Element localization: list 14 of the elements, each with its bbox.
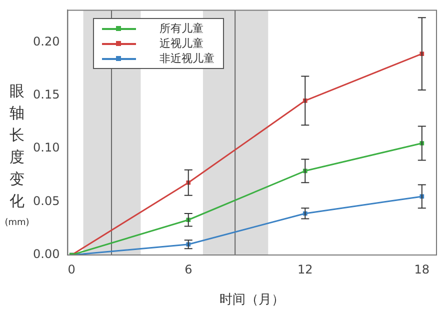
y-tick-label: 0.05	[33, 194, 60, 208]
y-tick-label: 0.15	[33, 87, 60, 102]
x-tick-label: 0	[68, 262, 76, 276]
x-tick-label: 6	[184, 262, 192, 276]
legend-label: 非近视儿童	[160, 51, 215, 66]
y-tick-label: 0.00	[33, 247, 60, 262]
legend-label: 所有儿童	[160, 21, 204, 36]
x-tick-label: 12	[298, 262, 313, 276]
legend-label: 近视儿童	[160, 36, 204, 52]
x-axis-title: 时间（月）	[220, 292, 285, 308]
y-tick-label: 0.10	[33, 140, 60, 155]
x-tick-label: 18	[414, 262, 430, 276]
y-tick-label: 0.20	[33, 34, 60, 48]
y-axis-title: 眼轴长度变化(mm)	[4, 81, 30, 230]
